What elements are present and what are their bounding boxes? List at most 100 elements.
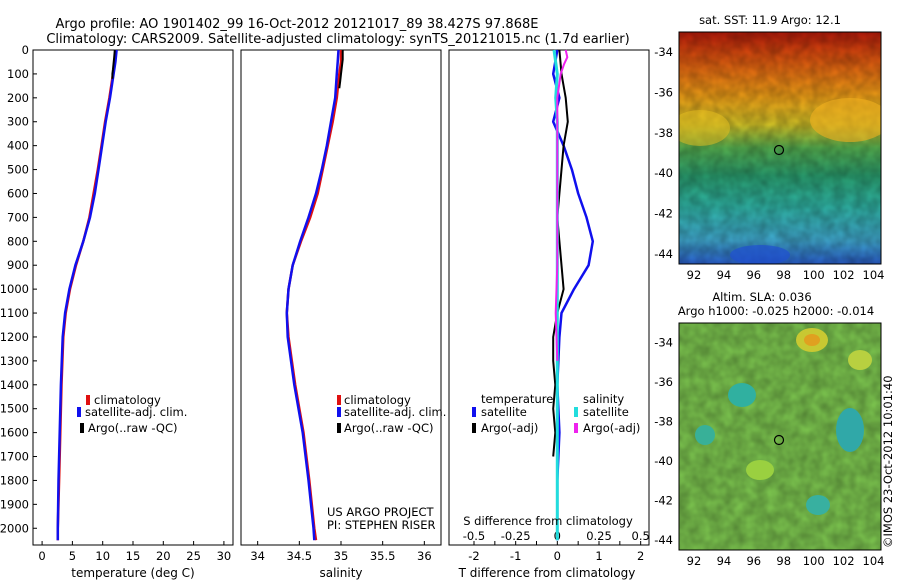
s-diff-tick-label: 0.25: [586, 529, 612, 543]
map-lat-label: -38: [654, 415, 673, 429]
difference-legend: temperature satellite Argo(-adj) salinit…: [472, 392, 640, 435]
legend-label-satellite: satellite-adj. clim.: [344, 405, 446, 419]
depth-tick-label: 1300: [0, 354, 29, 368]
map-lon-label: 94: [717, 554, 732, 568]
legend-label-temp-argo: Argo(-adj): [481, 421, 538, 435]
map-lat-label: -36: [654, 86, 673, 100]
x-tick-label: 5: [69, 549, 76, 563]
temperature-legend: climatology satellite-adj. clim. Argo(..…: [77, 393, 187, 435]
depth-tick-label: 200: [7, 91, 29, 105]
header-line-2: Climatology: CARS2009. Satellite-adjuste…: [46, 32, 629, 47]
depth-tick-label: 100: [7, 67, 29, 81]
map-lon-label: 92: [687, 554, 702, 568]
temp-diff-satellite-line: [551, 49, 595, 541]
legend-swatch-climatology: [86, 395, 90, 405]
legend-swatch-climatology: [337, 395, 341, 405]
temperature-panel-frame: [32, 49, 234, 546]
legend-swatch-argo: [80, 423, 84, 433]
map-lat-label: -40: [654, 454, 673, 468]
x-tick-label: 30: [217, 549, 232, 563]
map-lat-label: -34: [654, 45, 673, 59]
salinity-satellite-line: [285, 49, 340, 541]
map-lon-label: 100: [803, 268, 825, 282]
depth-tick-label: 2000: [0, 521, 29, 535]
depth-tick-label: 1800: [0, 473, 29, 487]
legend-label-satellite: satellite-adj. clim.: [85, 405, 187, 419]
depth-tick-label: 1100: [0, 306, 29, 320]
difference-panel-frame: [448, 49, 650, 546]
sla-argo-marker: [773, 434, 785, 446]
sal-diff-argo-line: [554, 49, 569, 361]
legend-label-argo: Argo(..raw -QC): [88, 421, 178, 435]
legend-label-climatology: climatology: [94, 393, 161, 407]
temperature-satellite-line: [56, 49, 118, 541]
map-lon-label: 104: [863, 554, 885, 568]
salinity-argo-line: [338, 50, 344, 89]
map-lon-label: 98: [776, 268, 791, 282]
legend-label-argo: Argo(..raw -QC): [344, 421, 434, 435]
depth-tick-label: 1400: [0, 378, 29, 392]
depth-tick-label: 1000: [0, 282, 29, 296]
map-lat-label: -44: [654, 533, 673, 547]
map-lon-label: 102: [833, 268, 855, 282]
s-diff-tick-label: -0.5: [463, 529, 485, 543]
legend-label-sal-argo: Argo(-adj): [583, 421, 640, 435]
credit-project: US ARGO PROJECT: [327, 505, 435, 519]
axes-layer: 0100200300400500600700800900100011001200…: [0, 43, 884, 568]
x-tick-label: 36: [417, 549, 432, 563]
t-diff-tick-label: -2: [468, 549, 479, 563]
t-difference-axis-label: T difference from climatology: [458, 566, 636, 580]
temp-diff-argo-line: [552, 49, 569, 457]
t-diff-tick-label: 1: [595, 549, 602, 563]
legend-label-climatology: climatology: [344, 393, 411, 407]
legend-swatch-argo: [337, 423, 341, 433]
legend-title-salinity: salinity: [583, 392, 624, 406]
sst-map-title: sat. SST: 11.9 Argo: 12.1: [699, 13, 841, 27]
legend-swatch-temp-argo: [472, 423, 476, 433]
imos-timestamp: ©IMOS 23-Oct-2012 10:01:40: [881, 375, 895, 548]
header-line-1: Argo profile: AO 1901402_99 16-Oct-2012 …: [56, 17, 539, 32]
x-tick-label: 34: [250, 549, 265, 563]
legend-title-temperature: temperature: [481, 392, 553, 406]
x-tick-label: 35: [334, 549, 349, 563]
temperature-axis-label: temperature (deg C): [71, 566, 194, 580]
map-lon-label: 98: [776, 554, 791, 568]
depth-tick-label: 0: [22, 43, 29, 57]
map-lon-label: 102: [833, 554, 855, 568]
sla-map-subtitle: Argo h1000: -0.025 h2000: -0.014: [678, 304, 874, 318]
map-lat-label: -42: [654, 207, 673, 221]
sst-map-frame: [678, 31, 882, 265]
temperature-argo-line: [111, 49, 116, 79]
sst-argo-marker: [773, 144, 785, 156]
map-lat-label: -36: [654, 375, 673, 389]
series-layer: [56, 49, 595, 541]
legend-swatch-sal-satellite: [574, 407, 578, 417]
legend-label-sal-satellite: satellite: [583, 405, 629, 419]
sla-map-title: Altim. SLA: 0.036: [712, 290, 811, 304]
salinity-climatology-line: [285, 50, 343, 541]
s-diff-tick-label: 0.5: [632, 529, 650, 543]
t-diff-tick-label: 2: [637, 549, 644, 563]
x-tick-label: 15: [126, 549, 141, 563]
depth-tick-label: 1500: [0, 402, 29, 416]
map-lon-label: 94: [717, 268, 732, 282]
depth-tick-label: 1600: [0, 426, 29, 440]
depth-tick-label: 900: [7, 258, 29, 272]
s-difference-axis-label: S difference from climatology: [463, 514, 633, 528]
legend-swatch-sal-argo: [574, 423, 578, 433]
salinity-axis-label: salinity: [319, 566, 362, 580]
map-lon-label: 96: [746, 554, 761, 568]
x-tick-label: 10: [95, 549, 110, 563]
map-lat-label: -42: [654, 494, 673, 508]
sla-map-frame: [678, 322, 882, 551]
sst-map-image: [679, 32, 881, 264]
map-lat-label: -38: [654, 126, 673, 140]
map-lon-label: 104: [863, 268, 885, 282]
x-tick-label: 20: [156, 549, 171, 563]
depth-tick-label: 1200: [0, 330, 29, 344]
map-lon-label: 92: [687, 268, 702, 282]
map-lon-label: 100: [803, 554, 825, 568]
legend-swatch-satellite: [77, 407, 81, 417]
s-diff-tick-label: -0.25: [501, 529, 531, 543]
